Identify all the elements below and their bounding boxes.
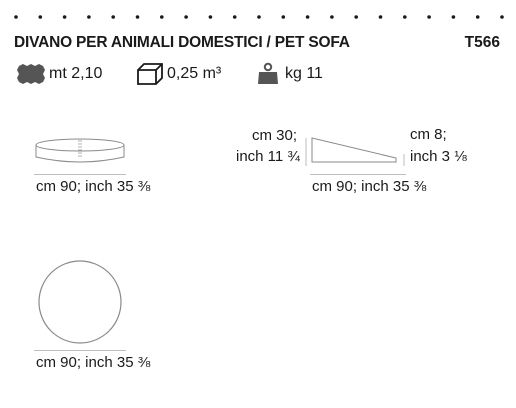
rule-dot [378,15,383,19]
rule-dot [354,15,359,19]
rule-dot [281,15,286,19]
back-height-inch-label: inch 11 ¾ [236,148,300,165]
rule-dot [135,15,140,19]
rule-dot [232,15,237,19]
rule-dot [62,15,67,19]
rule-dot [111,15,115,19]
rule-dot [403,15,407,19]
product-code: T566 [464,34,500,51]
rule-dot [14,15,18,19]
rule-dot [208,15,213,19]
top-diameter-line [34,350,126,351]
fabric-spec: mt 2,10 [16,62,102,86]
rule-dot [38,15,43,19]
weight-spec: kg 11 [256,62,323,86]
weight-icon [258,62,278,84]
seat-height-inch-label: inch 3 ⅛ [410,148,467,165]
volume-spec: 0,25 m³ [136,62,221,86]
product-title: DIVANO PER ANIMALI DOMESTICI / PET SOFA [14,34,350,51]
top-view-drawing [38,260,122,344]
rule-dot [475,15,480,19]
cube-icon [137,63,163,85]
rule-dot [87,15,91,19]
rule-dot [451,15,456,19]
side-depth-label: cm 90; inch 35 ⅜ [312,178,427,195]
fabric-value: mt 2,10 [49,65,103,82]
seat-height-cm-label: cm 8; [410,126,447,143]
rule-dot [330,15,334,19]
rule-dot [305,15,310,19]
rule-dot [257,15,261,19]
back-height-cm-label: cm 30; [252,127,298,144]
side-view-drawing [305,137,405,166]
front-view-drawing [35,138,125,163]
fabric-swatch-icon [17,64,45,84]
rule-dot [160,15,164,19]
front-width-label: cm 90; inch 35 ⅜ [36,178,151,195]
volume-value: 0,25 m³ [167,65,222,82]
front-width-line [34,174,126,175]
weight-value: kg 11 [285,65,323,82]
top-diameter-label: cm 90; inch 35 ⅜ [36,354,151,371]
dotted-rule [14,15,504,19]
rule-dot [184,15,188,19]
rule-dot [500,15,504,19]
rule-dot [427,15,431,19]
side-depth-line [310,174,406,175]
